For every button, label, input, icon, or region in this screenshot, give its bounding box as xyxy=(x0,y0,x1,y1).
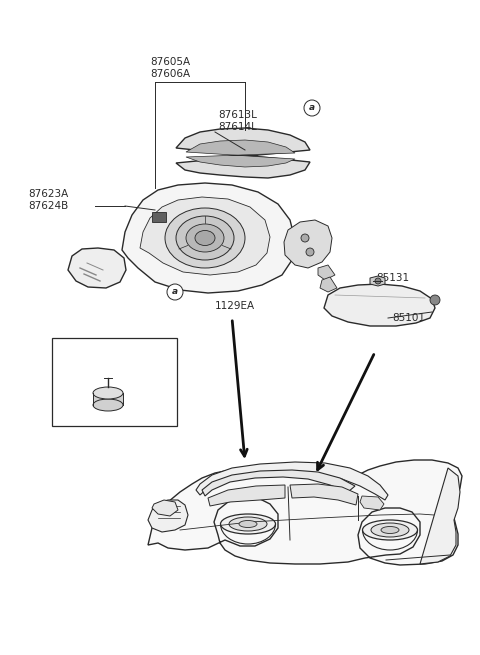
Polygon shape xyxy=(202,470,355,496)
Text: 87606A: 87606A xyxy=(150,69,190,79)
Text: 87605A: 87605A xyxy=(150,57,190,67)
Polygon shape xyxy=(284,220,332,268)
Ellipse shape xyxy=(220,514,276,534)
Polygon shape xyxy=(152,500,178,516)
Text: a: a xyxy=(65,345,71,354)
FancyBboxPatch shape xyxy=(93,393,123,405)
Polygon shape xyxy=(148,460,462,565)
Text: 85101: 85101 xyxy=(392,313,425,323)
Circle shape xyxy=(306,248,314,256)
Text: a: a xyxy=(309,103,315,113)
Ellipse shape xyxy=(371,523,409,537)
FancyBboxPatch shape xyxy=(152,212,166,222)
Circle shape xyxy=(301,234,309,242)
Circle shape xyxy=(60,342,76,358)
Ellipse shape xyxy=(165,208,245,268)
Ellipse shape xyxy=(195,231,215,246)
Ellipse shape xyxy=(381,527,399,534)
Text: 87614L: 87614L xyxy=(218,122,257,132)
Ellipse shape xyxy=(176,216,234,260)
Text: 87613L: 87613L xyxy=(218,110,257,120)
Text: 87624D: 87624D xyxy=(80,363,121,373)
Circle shape xyxy=(375,278,381,284)
Ellipse shape xyxy=(186,224,224,252)
Text: a: a xyxy=(172,288,178,297)
Ellipse shape xyxy=(93,387,123,399)
Text: 85131: 85131 xyxy=(376,273,409,283)
Polygon shape xyxy=(318,265,335,280)
Polygon shape xyxy=(176,128,310,178)
Circle shape xyxy=(167,284,183,300)
Ellipse shape xyxy=(93,399,123,411)
Circle shape xyxy=(304,100,320,116)
Text: 87623A: 87623A xyxy=(28,189,68,199)
FancyBboxPatch shape xyxy=(52,338,177,426)
Polygon shape xyxy=(360,496,384,510)
Polygon shape xyxy=(148,500,188,532)
Text: 87624B: 87624B xyxy=(28,201,68,211)
Polygon shape xyxy=(68,248,126,288)
Polygon shape xyxy=(370,276,385,286)
Polygon shape xyxy=(140,197,270,275)
Polygon shape xyxy=(324,284,435,326)
Polygon shape xyxy=(208,485,285,506)
Ellipse shape xyxy=(362,520,418,540)
Polygon shape xyxy=(320,277,337,292)
Ellipse shape xyxy=(229,517,267,531)
Polygon shape xyxy=(290,484,358,505)
Text: 1129EA: 1129EA xyxy=(215,301,255,311)
Polygon shape xyxy=(420,468,460,564)
Text: 87614B: 87614B xyxy=(80,351,120,361)
Circle shape xyxy=(430,295,440,305)
Ellipse shape xyxy=(239,521,257,527)
Polygon shape xyxy=(186,140,295,167)
Polygon shape xyxy=(196,462,388,500)
Polygon shape xyxy=(122,183,295,293)
